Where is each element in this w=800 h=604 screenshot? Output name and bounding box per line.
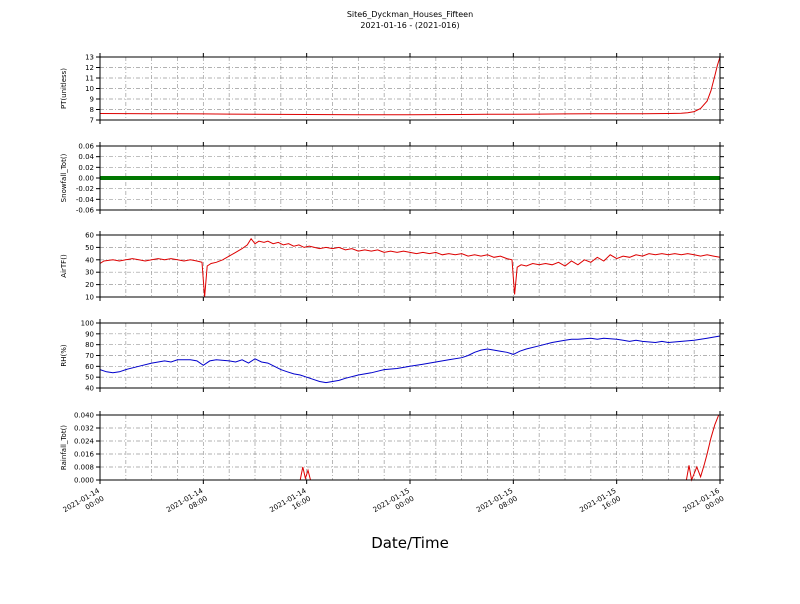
y-tick-label: 90 — [85, 330, 94, 338]
y-tick-label: 9 — [90, 96, 94, 104]
chart-panels: 7 8 9 10 11 12 13 PT(unitless) -0.06 -0.04 -0.02 0.… — [60, 53, 726, 522]
y-axis-label: Snowfall_Tot() — [60, 153, 68, 202]
x-axis-title: Date/Time — [371, 534, 449, 552]
panel-AirTF(): 10 20 30 40 50 60 AirTF() — [60, 231, 724, 302]
panel-RH(%): 40 50 60 70 80 90 100 RH(%) — [60, 319, 724, 393]
y-tick-label: 10 — [85, 294, 94, 302]
y-tick-label: 30 — [85, 269, 94, 277]
x-tick-label: 2021-01-1516:00 — [578, 487, 622, 522]
y-tick-label: 0.04 — [78, 153, 94, 161]
series-line-RH — [99, 335, 721, 384]
y-axis-label: PT(unitless) — [60, 68, 68, 109]
chart-title: Site6_Dyckman_Houses_Fifteen — [347, 10, 473, 19]
y-tick-label: 40 — [85, 256, 94, 264]
x-tick-label: 2021-01-1508:00 — [475, 487, 519, 522]
y-tick-label: 0.00 — [78, 175, 94, 183]
y-tick-label: 12 — [85, 64, 94, 72]
y-tick-label: 40 — [85, 385, 94, 393]
y-axis-label: AirTF() — [60, 254, 68, 278]
y-tick-label: 0.016 — [74, 451, 95, 459]
y-tick-label: 10 — [85, 85, 94, 93]
panel-Rainfall_Tot(): 0.000 0.008 0.016 0.024 0.032 0.040 Rainfall_T… — [60, 411, 726, 522]
x-tick-label: 2021-01-1600:00 — [682, 487, 726, 522]
y-tick-label: 0.032 — [74, 425, 94, 433]
y-tick-label: 7 — [90, 117, 94, 125]
y-tick-label: 0.06 — [78, 143, 94, 151]
y-axis-label: Rainfall_Tot() — [60, 425, 68, 470]
y-tick-label: 13 — [85, 54, 94, 62]
panel-Snowfall_Tot(): -0.06 -0.04 -0.02 0.00 0.02 0.04 0.06 Snowfall_… — [60, 142, 724, 215]
series-line-AirTF — [99, 237, 721, 298]
y-tick-label: 0.024 — [74, 438, 95, 446]
y-tick-label: 50 — [85, 244, 94, 252]
y-tick-label: 70 — [85, 352, 94, 360]
y-tick-label: -0.06 — [76, 207, 95, 215]
panel-PT(unitless): 7 8 9 10 11 12 13 PT(unitless) — [60, 53, 724, 125]
x-tick-label: 2021-01-1500:00 — [372, 487, 416, 522]
y-tick-label: -0.04 — [76, 196, 95, 204]
y-tick-label: 11 — [85, 75, 94, 83]
y-tick-label: 0.000 — [74, 477, 94, 485]
y-tick-label: 50 — [85, 374, 94, 382]
chart-subtitle: 2021-01-16 - (2021-016) — [360, 21, 459, 30]
y-tick-label: 0.008 — [74, 464, 94, 472]
y-tick-label: 0.040 — [74, 412, 94, 420]
y-tick-label: 60 — [85, 363, 94, 371]
y-axis-label: RH(%) — [60, 344, 68, 367]
x-tick-label: 2021-01-1400:00 — [62, 487, 106, 522]
x-tick-label: 2021-01-1416:00 — [268, 487, 312, 522]
series-line-PT — [99, 56, 721, 116]
y-tick-label: 60 — [85, 232, 94, 240]
y-tick-label: -0.02 — [76, 185, 94, 193]
x-tick-label: 2021-01-1408:00 — [165, 487, 209, 522]
y-tick-label: 0.02 — [78, 164, 94, 172]
y-tick-label: 100 — [81, 320, 94, 328]
y-tick-label: 8 — [90, 106, 94, 114]
y-tick-label: 80 — [85, 341, 94, 349]
y-tick-label: 20 — [85, 281, 94, 289]
